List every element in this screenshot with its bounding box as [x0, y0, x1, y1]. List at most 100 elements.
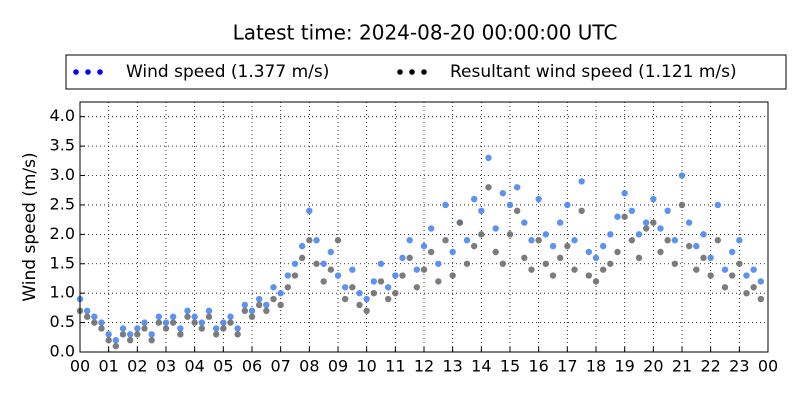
legend-marker — [397, 69, 403, 75]
point — [119, 331, 127, 338]
point — [291, 260, 299, 267]
point — [270, 295, 277, 303]
point — [334, 272, 342, 279]
point — [485, 184, 492, 191]
point — [255, 295, 263, 303]
point — [728, 248, 736, 256]
point — [599, 266, 607, 273]
point — [478, 231, 485, 238]
point — [420, 266, 428, 273]
point — [91, 313, 98, 320]
point — [599, 242, 607, 250]
point — [413, 266, 421, 273]
point — [205, 313, 213, 320]
x-tick-label: 12 — [414, 357, 434, 376]
point — [284, 272, 292, 279]
point — [270, 284, 277, 291]
point — [564, 242, 571, 250]
point — [442, 237, 449, 244]
y-tick-label: 0.5 — [50, 312, 75, 331]
point — [671, 260, 679, 267]
point — [377, 260, 385, 267]
point — [420, 242, 428, 250]
y-tick-label: 3.0 — [50, 165, 75, 184]
chart-title: Latest time: 2024-08-20 00:00:00 UTC — [233, 21, 618, 45]
point — [728, 272, 736, 279]
point — [248, 313, 256, 320]
point — [435, 260, 442, 267]
point — [707, 272, 714, 279]
legend-marker — [421, 69, 427, 75]
y-tick-label: 2.0 — [50, 224, 75, 243]
point — [700, 231, 707, 238]
point — [370, 278, 378, 285]
x-tick-label: 05 — [213, 357, 233, 376]
point — [435, 278, 442, 285]
point — [327, 248, 335, 256]
point — [263, 301, 270, 309]
x-tick-label: 21 — [672, 357, 692, 376]
point — [384, 295, 392, 303]
legend-label: Resultant wind speed (1.121 m/s) — [450, 62, 737, 82]
x-tick-label: 06 — [242, 357, 262, 376]
legend-marker — [73, 69, 79, 75]
point — [413, 284, 421, 291]
point — [456, 219, 464, 226]
point — [248, 307, 256, 315]
point — [363, 295, 370, 303]
point — [628, 237, 636, 244]
point — [306, 207, 313, 215]
point — [757, 278, 765, 285]
point — [212, 331, 220, 338]
point — [220, 325, 227, 332]
point — [234, 331, 241, 338]
point — [141, 325, 148, 332]
legend-marker — [85, 69, 91, 75]
point — [521, 254, 528, 262]
point — [542, 260, 550, 267]
point — [671, 237, 679, 244]
point — [556, 219, 564, 226]
point — [556, 254, 564, 262]
point — [642, 225, 650, 232]
point — [542, 231, 550, 238]
y-tick-label: 1.5 — [50, 253, 75, 272]
point — [678, 172, 686, 179]
point — [714, 201, 722, 209]
point — [549, 272, 557, 279]
point — [750, 266, 757, 273]
point — [657, 225, 664, 232]
point — [277, 289, 284, 297]
x-tick-label: 18 — [586, 357, 606, 376]
point — [392, 289, 399, 297]
y-tick-label: 4.0 — [50, 106, 75, 125]
point — [205, 307, 213, 315]
point — [184, 313, 191, 320]
point — [607, 260, 614, 267]
point — [298, 254, 306, 262]
point — [571, 237, 578, 244]
point — [263, 307, 270, 315]
point — [657, 248, 664, 256]
x-tick-label: 11 — [385, 357, 405, 376]
point — [564, 201, 571, 209]
point — [349, 266, 356, 273]
plot-frame — [79, 101, 769, 353]
point — [721, 284, 729, 291]
point — [399, 272, 406, 279]
point — [148, 337, 155, 344]
point — [621, 189, 628, 197]
point — [664, 207, 671, 215]
point — [349, 284, 356, 291]
point — [578, 207, 585, 215]
point — [549, 242, 557, 250]
point — [492, 248, 499, 256]
x-tick-label: 02 — [127, 357, 147, 376]
point — [513, 207, 521, 215]
x-tick-label: 17 — [557, 357, 577, 376]
point — [406, 237, 413, 244]
x-tick-label: 04 — [184, 357, 204, 376]
y-tick-label: 0.0 — [50, 342, 75, 361]
point — [241, 301, 249, 309]
